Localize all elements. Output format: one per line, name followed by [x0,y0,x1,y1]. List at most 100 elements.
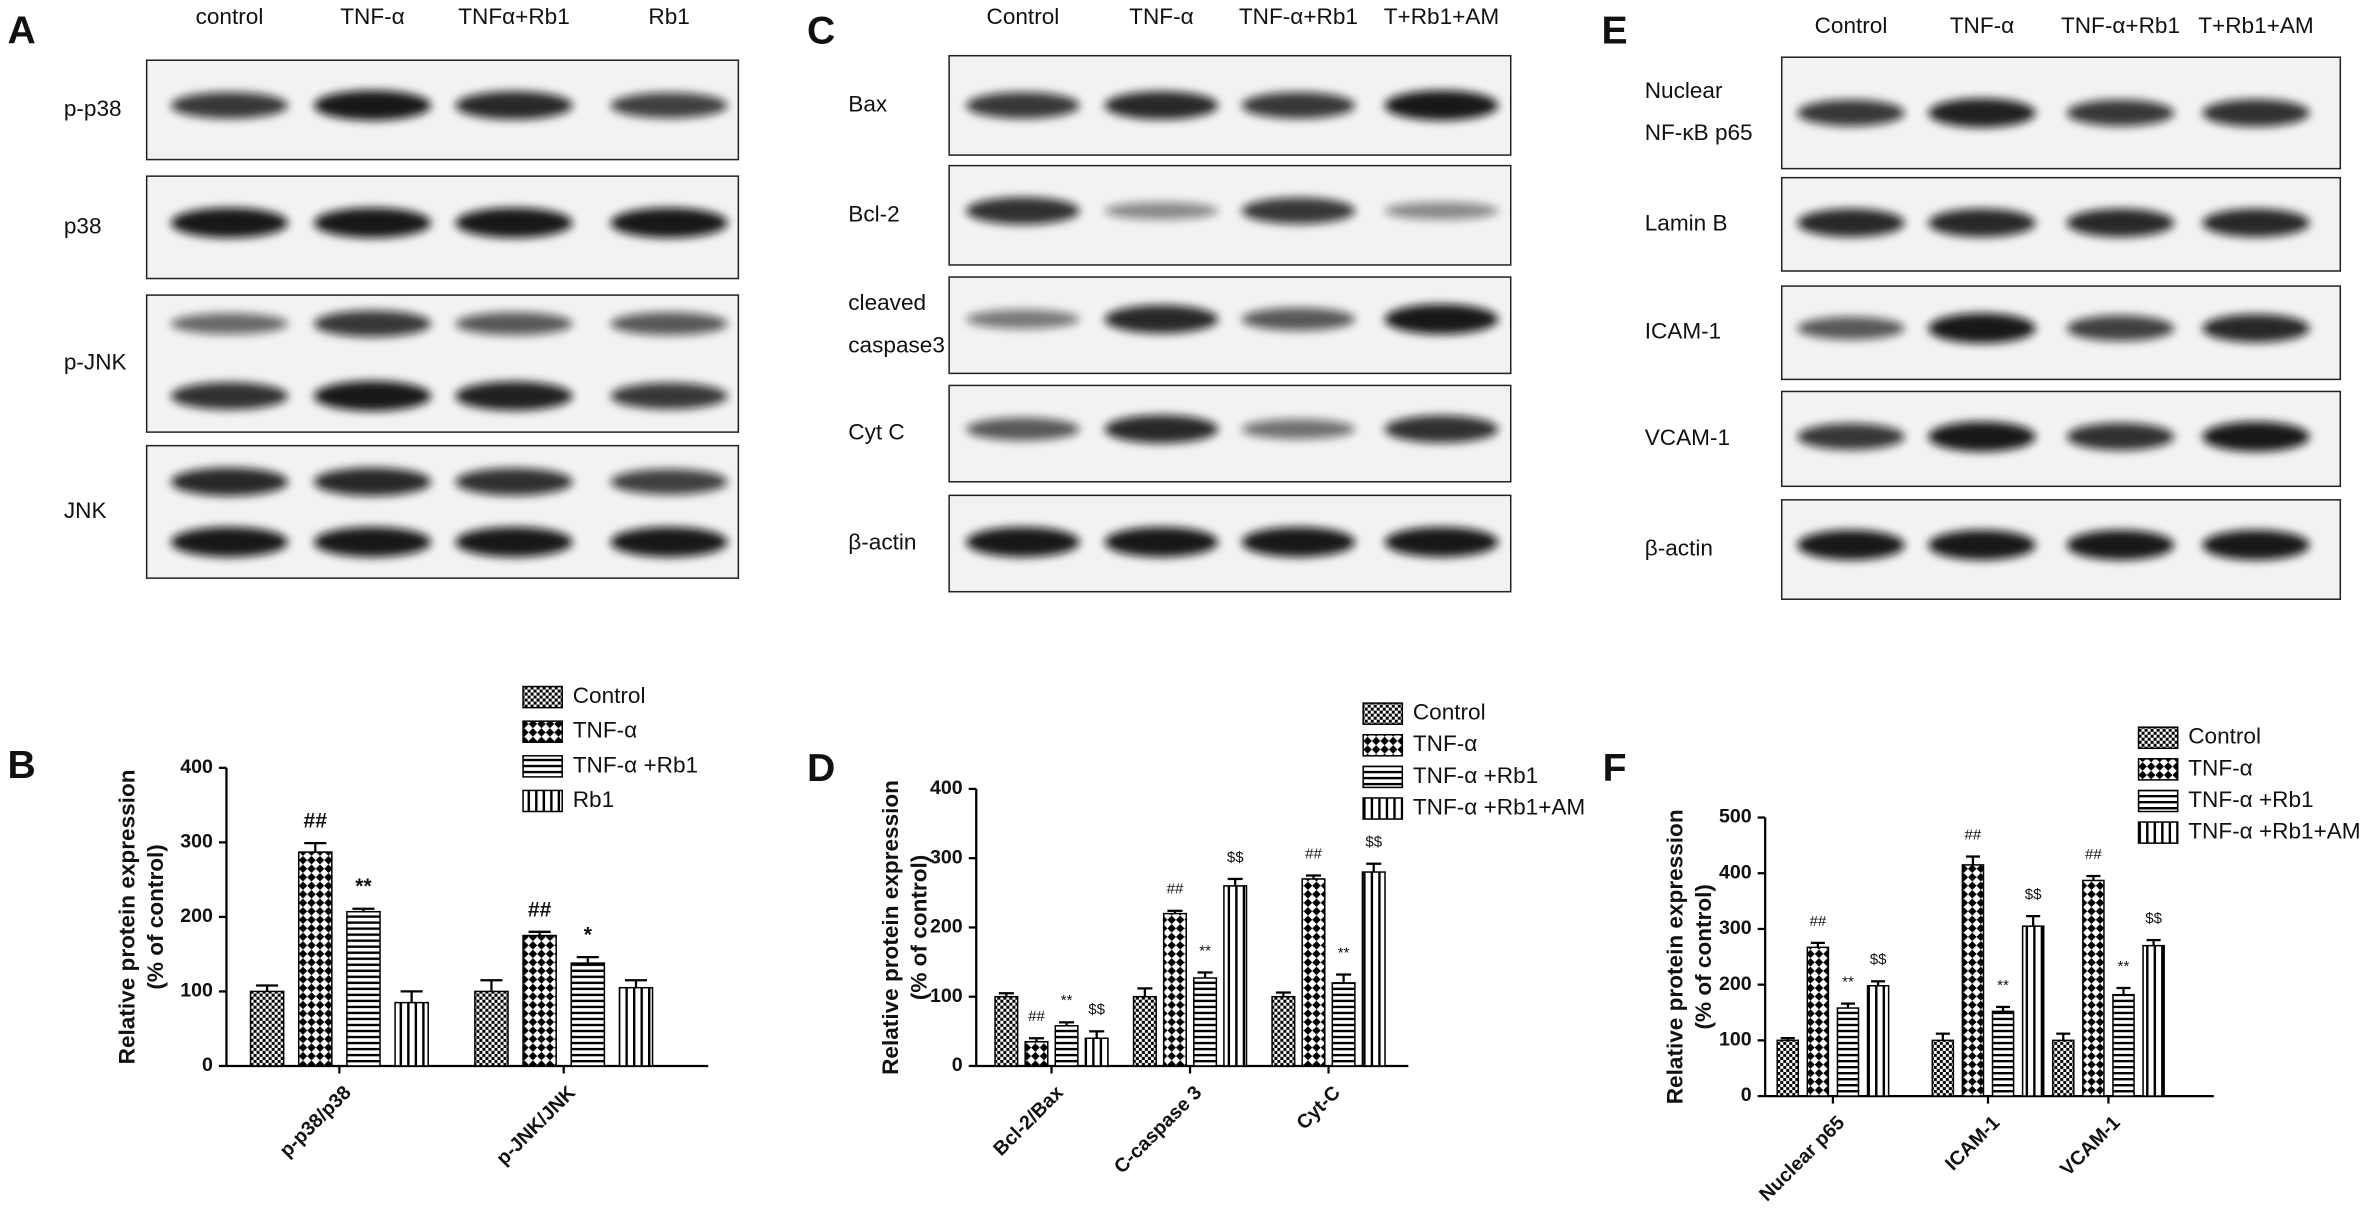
blot-band [1241,92,1356,119]
blot-band [966,417,1080,441]
error-bar [1996,1005,2011,1012]
significance-label: ## [1167,881,1184,898]
bar [394,1001,429,1067]
legend-swatch [522,755,563,778]
legend-swatch [522,789,563,813]
blot-band [610,312,728,336]
significance-label: $$ [2025,886,2042,903]
blot-band [455,91,573,120]
blot-band [1384,304,1499,335]
blot-band [1928,98,2036,128]
blot-band [1928,529,2036,561]
error-bar [480,979,503,992]
bar [297,851,333,1067]
error-bar [1840,1002,1856,1009]
bar [1193,977,1218,1067]
y-axis-label: Relative protein expression [1662,809,1687,1104]
lane-header: TNFα+Rb1 [458,4,570,29]
bar [1054,1025,1079,1067]
legend-swatch [2137,726,2179,750]
bar [1271,995,1296,1067]
error-bar [1935,1032,1950,1041]
bar [474,990,509,1067]
y-axis-label: Relative protein expression [878,780,903,1075]
lane-header: Rb1 [648,4,689,29]
blot-band [1384,202,1499,220]
legend-label: Control [1413,700,1486,725]
blot-band [610,92,728,119]
panel-letter: F [1603,747,1627,790]
blot-band [1797,208,1905,237]
panel-letter: B [8,744,36,787]
error-bar [624,979,648,988]
lane-header: TNF-α [1129,4,1193,29]
lane-header: TNF-α [1950,13,2014,38]
error-bar [1780,1037,1795,1041]
bar [1806,946,1830,1097]
error-bar [2086,874,2101,881]
error-bar [528,930,551,936]
blot-frame [145,444,740,579]
legend-label: Rb1 [573,787,614,812]
y-tick-label: 0 [952,1054,963,1076]
blot-band [313,526,432,558]
error-bar [576,956,599,964]
blot-band [610,207,728,238]
row-label: cleaved [848,290,926,315]
lane-header: T+Rb1+AM [1384,4,1499,29]
legend-label: TNF-α [1413,731,1477,756]
blot-band [1104,305,1219,334]
blot-band [455,207,573,238]
error-bar [352,907,375,912]
error-bar [1197,971,1213,979]
error-bar [2146,938,2161,946]
error-bar [1167,909,1183,914]
blot-band [610,468,728,495]
bar [570,962,606,1067]
significance-label: ** [1061,992,1073,1009]
row-label: NF-κB p65 [1645,120,1753,145]
row-label: Cyt C [848,420,904,445]
error-bar [1336,973,1352,983]
y-axis-label: (% of control) [143,844,168,989]
y-tick-label: 300 [1719,917,1752,939]
blot-band [313,467,432,496]
significance-label: ## [2085,846,2102,863]
blot-band [455,381,573,411]
y-tick-label: 0 [1741,1084,1752,1106]
blot-band [455,526,573,558]
blot-band [1104,91,1219,120]
blot-band [455,312,573,336]
blot-band [2066,529,2175,561]
error-bar [1089,1030,1105,1039]
bar [346,910,381,1067]
y-tick-label: 400 [1719,861,1752,883]
significance-label: $$ [2145,910,2162,927]
x-tick-label: Cyt-C [1292,1082,1344,1134]
row-label: Bcl-2 [848,201,899,226]
legend-swatch [2137,821,2179,844]
error-bar [1810,941,1825,948]
error-bar [2056,1032,2071,1041]
significance-label: ## [528,898,552,921]
blot-band [313,90,432,121]
bar [249,990,285,1067]
error-bar [2026,915,2041,927]
blot-band [2202,421,2310,452]
significance-label: $$ [1088,1001,1105,1018]
error-bar [2116,986,2131,995]
blot-band [170,382,289,410]
legend-label: Control [573,683,646,708]
blot-band [2066,99,2175,127]
lane-header: TNF-α [340,4,404,29]
legend-swatch [522,685,563,709]
blot-band [313,207,432,238]
y-tick-label: 500 [1719,806,1752,828]
y-tick-label: 200 [180,905,213,927]
bar [1361,871,1386,1067]
panel-letter: D [807,747,835,790]
significance-label: ** [1842,973,1854,990]
lane-header: control [196,4,264,29]
row-label: β-actin [848,529,916,554]
error-bar [1366,862,1382,873]
